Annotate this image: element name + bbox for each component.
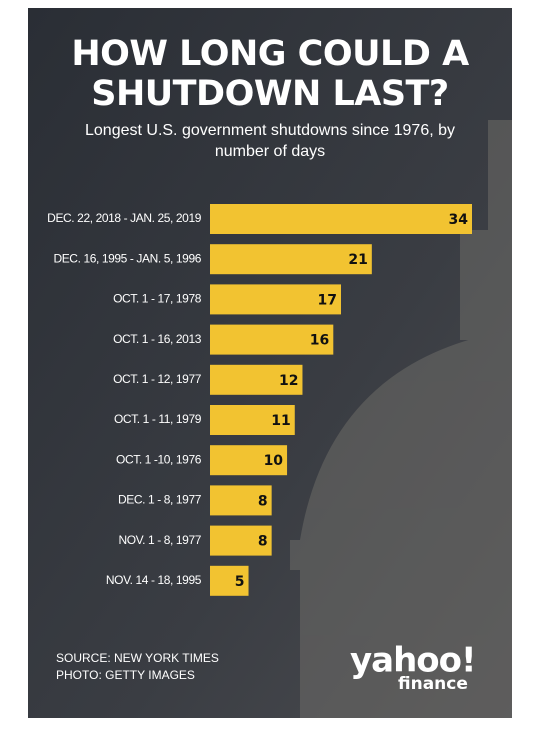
value-label: 5 xyxy=(235,574,245,590)
bar xyxy=(210,244,372,275)
category-label: OCT. 1 - 17, 1978 xyxy=(113,292,202,306)
value-label: 34 xyxy=(449,212,469,228)
bar xyxy=(210,445,288,476)
value-label: 8 xyxy=(258,534,268,550)
category-label: NOV. 1 - 8, 1977 xyxy=(118,533,201,547)
value-label: 21 xyxy=(348,252,367,268)
category-label: NOV. 14 - 18, 1995 xyxy=(106,573,202,587)
capitol-silhouette xyxy=(290,120,512,718)
chart-subtitle: Longest U.S. government shutdowns since … xyxy=(85,122,455,160)
category-label: OCT. 1 - 11, 1979 xyxy=(114,412,202,426)
category-label: OCT. 1 -10, 1976 xyxy=(116,452,202,466)
value-label: 16 xyxy=(310,333,329,349)
logo-section: finance xyxy=(398,674,468,694)
value-label: 17 xyxy=(318,292,337,308)
bar xyxy=(210,284,341,315)
bar xyxy=(210,405,295,435)
source: SOURCE: NEW YORK TIMES xyxy=(56,651,219,665)
plot: DEC. 22, 2018 - JAN. 25, 2019 34 DEC. 16, … xyxy=(47,204,472,596)
category-label: DEC. 1 - 8, 1977 xyxy=(118,493,202,507)
category-label: OCT. 1 - 12, 1977 xyxy=(113,372,202,386)
chart-title: HOW LONG COULD A SHUTDOWN LAST? xyxy=(71,34,469,114)
photo-credit: PHOTO: GETTY IMAGES xyxy=(56,668,195,682)
bar xyxy=(210,565,249,596)
value-label: 12 xyxy=(279,373,298,389)
bar xyxy=(210,364,303,395)
bar xyxy=(210,525,272,556)
value-label: 11 xyxy=(271,413,290,429)
category-label: OCT. 1 - 16, 2013 xyxy=(113,332,202,346)
category-label: DEC. 22, 2018 - JAN. 25, 2019 xyxy=(47,211,202,225)
category-label: DEC. 16, 1995 - JAN. 5, 1996 xyxy=(53,251,201,265)
value-label: 10 xyxy=(264,453,284,469)
logo-brand: yahoo! xyxy=(350,641,476,681)
bar xyxy=(210,324,334,355)
footer: SOURCE: NEW YORK TIMES PHOTO: GETTY IMAG… xyxy=(56,650,219,684)
bar xyxy=(210,485,272,516)
value-label: 8 xyxy=(258,493,268,509)
bar xyxy=(210,204,472,234)
